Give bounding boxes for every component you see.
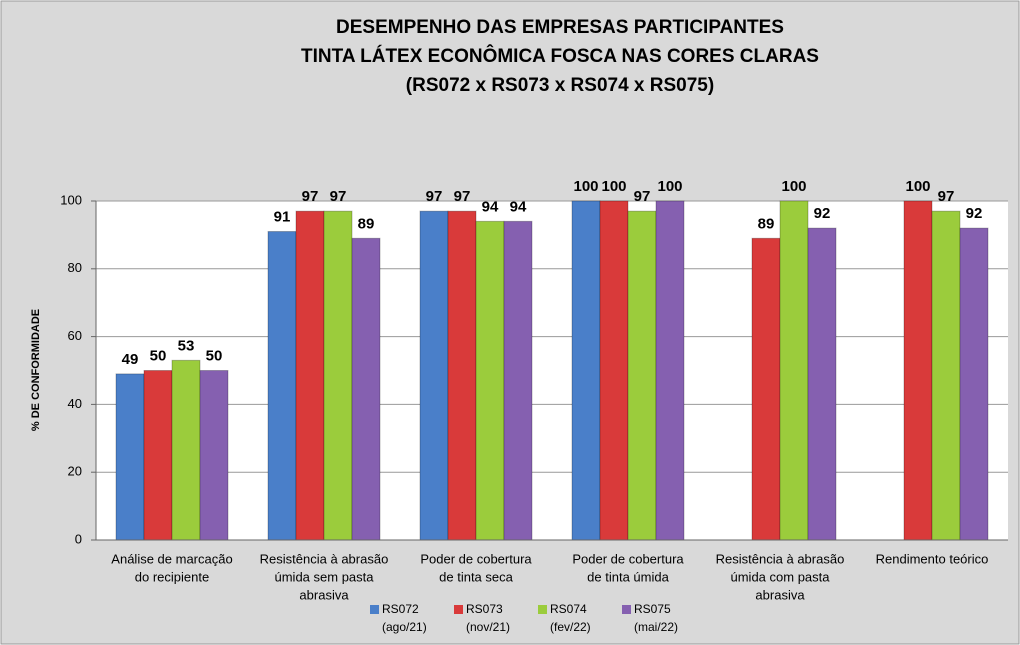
bar <box>475 220 505 541</box>
data-label: 100 <box>781 178 806 195</box>
y-tick-label: 60 <box>68 328 82 343</box>
chart-title: DESEMPENHO DAS EMPRESAS PARTICIPANTES <box>336 17 784 38</box>
x-tick-label: Poder de cobertura <box>420 551 532 566</box>
bar <box>599 200 629 541</box>
bar <box>779 200 809 541</box>
data-label: 49 <box>122 351 139 368</box>
bar <box>295 210 325 541</box>
data-label: 89 <box>358 215 375 232</box>
y-tick-label: 80 <box>68 260 82 275</box>
plot-area <box>96 201 1008 540</box>
x-tick-label: úmida sem pasta <box>275 569 375 584</box>
bar <box>199 370 229 541</box>
legend-swatch <box>454 605 463 614</box>
bar <box>115 373 145 541</box>
legend-label: RS073 <box>466 602 503 616</box>
chart-title: (RS072 x RS073 x RS074 x RS075) <box>406 75 714 96</box>
bar <box>627 210 657 541</box>
x-tick-label: Rendimento teórico <box>876 551 989 566</box>
y-tick-label: 40 <box>68 396 82 411</box>
bar <box>959 227 989 541</box>
x-tick-label: de tinta seca <box>439 569 513 584</box>
y-axis-label: % DE CONFORMIDADE <box>30 309 42 431</box>
data-label: 92 <box>814 205 831 222</box>
bar <box>143 370 173 541</box>
legend-swatch <box>370 605 379 614</box>
bar <box>171 359 201 541</box>
legend-period: (mai/22) <box>634 620 678 634</box>
data-label: 94 <box>482 198 499 215</box>
y-tick-label: 0 <box>75 531 82 546</box>
bar <box>447 210 477 541</box>
x-tick-label: de tinta úmida <box>587 569 669 584</box>
bar <box>903 200 933 541</box>
chart-title: TINTA LÁTEX ECONÔMICA FOSCA NAS CORES CL… <box>301 45 819 67</box>
data-label: 94 <box>510 198 527 215</box>
legend-period: (fev/22) <box>550 620 591 634</box>
data-label: 97 <box>454 188 471 205</box>
data-label: 91 <box>274 208 291 225</box>
bar <box>571 200 601 541</box>
data-label: 97 <box>426 188 443 205</box>
x-tick-label: abrasiva <box>755 587 805 602</box>
bar <box>323 210 353 541</box>
y-tick-label: 100 <box>60 192 82 207</box>
x-tick-label: abrasiva <box>299 587 349 602</box>
bar <box>419 210 449 541</box>
data-label: 97 <box>938 188 955 205</box>
data-label: 92 <box>966 205 983 222</box>
data-label: 100 <box>657 178 682 195</box>
data-label: 50 <box>150 347 167 364</box>
data-label: 100 <box>905 178 930 195</box>
legend-swatch <box>538 605 547 614</box>
data-label: 89 <box>758 215 775 232</box>
legend-period: (ago/21) <box>382 620 427 634</box>
data-label: 100 <box>573 178 598 195</box>
bar <box>267 231 297 541</box>
data-label: 50 <box>206 347 223 364</box>
x-tick-label: Análise de marcação <box>111 551 232 566</box>
legend-period: (nov/21) <box>466 620 510 634</box>
x-tick-label: Resistência à abrasão <box>260 551 389 566</box>
x-tick-label: Poder de cobertura <box>572 551 684 566</box>
x-tick-label: do recipiente <box>135 569 209 584</box>
bar <box>503 220 533 541</box>
data-label: 100 <box>601 178 626 195</box>
data-label: 97 <box>634 188 651 205</box>
legend-swatch <box>622 605 631 614</box>
bar <box>751 237 781 541</box>
data-label: 97 <box>302 188 319 205</box>
bar <box>351 237 381 541</box>
bar <box>931 210 961 541</box>
y-tick-label: 20 <box>68 464 82 479</box>
legend-label: RS072 <box>382 602 419 616</box>
data-label: 53 <box>178 337 195 354</box>
x-tick-label: úmida com pasta <box>731 569 831 584</box>
legend-label: RS075 <box>634 602 671 616</box>
data-label: 97 <box>330 188 347 205</box>
x-tick-label: Resistência à abrasão <box>716 551 845 566</box>
bar <box>655 200 685 541</box>
bar <box>807 227 837 541</box>
legend-label: RS074 <box>550 602 587 616</box>
